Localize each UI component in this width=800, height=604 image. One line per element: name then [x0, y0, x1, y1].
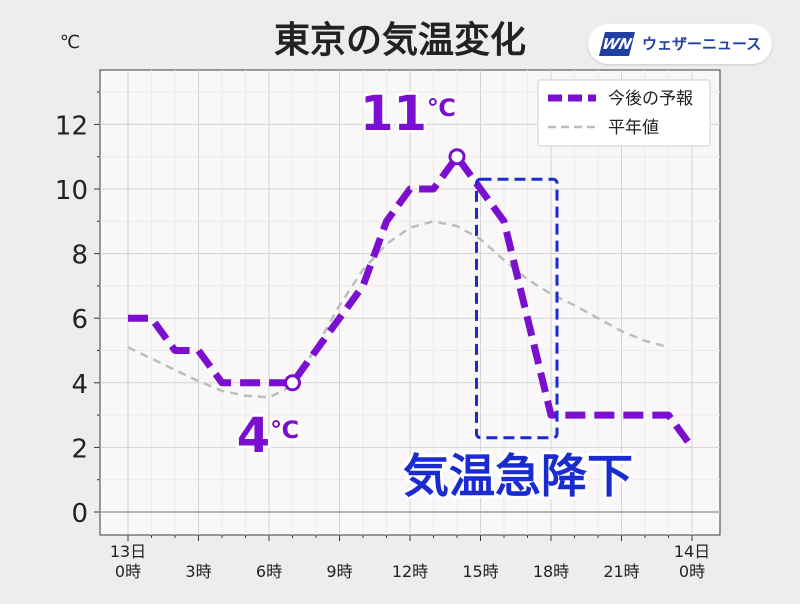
x-tick-label: 6時 — [256, 562, 282, 581]
max-marker — [448, 148, 466, 166]
brand-name: ウェザーニュース — [642, 35, 762, 53]
highlight-box — [475, 177, 559, 440]
series-forecast-line — [128, 153, 695, 450]
brand-mark-icon: WN — [599, 32, 635, 56]
highlight-label: 気温急降下 — [403, 449, 633, 503]
x-tick-label: 12時 — [392, 562, 428, 581]
legend-label-forecast: 今後の予報 — [608, 89, 693, 109]
x-tick-label: 3時 — [185, 562, 211, 581]
y-tick-label: 8 — [71, 241, 88, 271]
y-tick-label: 10 — [55, 176, 88, 206]
series-normal-line — [127, 220, 669, 399]
x-tick-label: 18時 — [533, 562, 569, 581]
y-unit-label: ℃ — [60, 32, 80, 53]
legend-label-normal: 平年値 — [608, 118, 659, 138]
chart-title: 東京の気温変化 — [274, 19, 526, 61]
y-tick-label: 12 — [55, 111, 88, 141]
x-tick-label: 13日 0時 — [110, 542, 146, 581]
brand-logo: WN ウェザーニュース — [588, 24, 772, 64]
x-tick-label: 14日 0時 — [674, 542, 710, 581]
min-temp-label: 4℃ — [237, 408, 299, 464]
x-tick-label: 15時 — [462, 562, 498, 581]
y-tick-label: 6 — [71, 305, 88, 335]
min-marker — [284, 374, 301, 392]
y-tick-label: 0 — [71, 499, 88, 529]
y-tick-label: 4 — [71, 370, 88, 400]
x-tick-label: 9時 — [326, 562, 352, 581]
x-tick-label: 21時 — [603, 562, 639, 581]
y-tick-label: 2 — [71, 434, 88, 464]
